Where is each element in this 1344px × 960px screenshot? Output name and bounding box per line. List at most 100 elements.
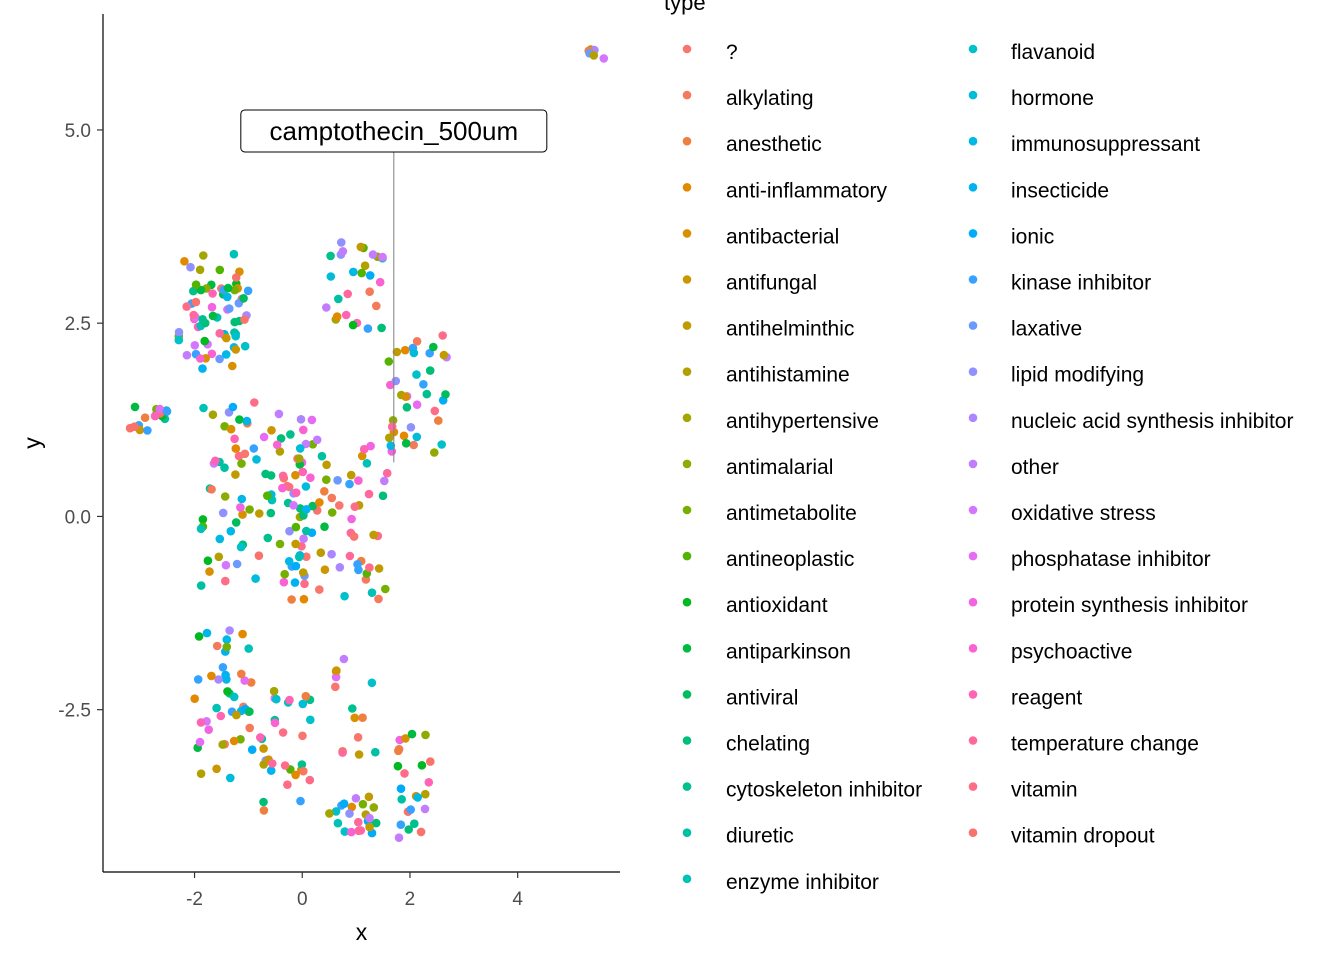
data-point [266,766,276,775]
data-point [339,654,349,664]
data-point [306,715,315,725]
data-point [198,315,207,324]
data-point [416,827,426,837]
data-point [354,476,363,485]
data-point [195,265,205,275]
data-point [191,280,201,290]
data-point [367,588,377,597]
data-point [315,498,324,507]
data-point [388,416,398,425]
data-point [298,568,308,577]
data-point [394,746,403,756]
data-point [266,508,276,518]
data-point [407,729,417,739]
data-point [207,349,217,359]
data-point [430,448,439,457]
data-point [222,333,231,343]
data-point [300,579,309,589]
data-point [362,459,372,468]
data-point [286,430,295,439]
data-point [191,297,201,307]
data-point [365,563,374,572]
data-point [425,348,435,358]
data-point [382,468,392,478]
data-point [289,501,298,510]
data-point [222,642,232,652]
data-point [238,510,247,519]
data-point [214,552,224,562]
data-point [259,432,269,442]
legend-label: enzyme inhibitor [726,871,879,894]
legend-key [682,413,692,423]
data-point [259,797,268,807]
data-point [240,449,250,459]
legend-key [968,551,978,561]
data-point [270,718,280,728]
data-point [364,792,374,802]
legend-label: antimetabolite [726,502,857,525]
data-point [291,770,300,780]
data-point [295,444,305,453]
data-point [354,750,364,759]
data-point [212,764,221,774]
data-point [214,675,223,684]
annotation-label-box [240,109,548,153]
data-point [196,718,206,727]
data-point [351,794,361,803]
data-point [259,806,269,815]
data-point [229,736,239,746]
data-point [430,406,440,416]
data-point [222,635,232,644]
y-tick-label: 2.5 [65,314,91,335]
data-point [372,301,381,311]
legend-label: ionic [1011,225,1054,248]
data-point [216,711,226,721]
data-point [412,337,422,346]
data-point [291,488,301,498]
data-point [375,277,385,287]
data-point [212,703,221,713]
data-point [259,744,268,753]
data-point [365,271,375,280]
data-point [349,267,358,277]
data-point [413,793,423,802]
data-point [396,820,406,829]
data-point [291,522,301,532]
legend-label: antimalarial [726,456,833,479]
data-point [230,317,239,327]
data-point [357,451,367,461]
data-point [269,686,279,696]
data-point [232,710,241,720]
data-point [226,526,236,536]
data-point [130,422,139,432]
data-point [236,503,245,512]
data-point [294,454,304,463]
data-point [245,707,254,716]
data-point [218,663,228,672]
data-point [196,354,205,363]
data-point [205,567,214,576]
data-point [240,315,249,324]
data-point [371,747,380,757]
data-point [589,51,599,60]
data-point [140,413,150,423]
data-point [396,784,406,793]
legend-label: immunosuppressant [1011,133,1200,156]
data-point [294,552,304,562]
data-point [284,557,294,566]
data-point [345,809,354,818]
x-tick-label: 0 [297,889,308,910]
data-point [365,813,374,823]
data-point [412,400,422,410]
data-point [340,827,350,836]
data-point [353,733,363,742]
data-point [226,424,236,434]
data-point [190,694,199,703]
data-point [246,678,256,687]
data-point [194,632,204,641]
data-point [331,672,341,682]
data-point [412,432,422,442]
data-point [345,551,355,561]
legend-key [968,736,978,745]
legend-key [968,90,978,100]
